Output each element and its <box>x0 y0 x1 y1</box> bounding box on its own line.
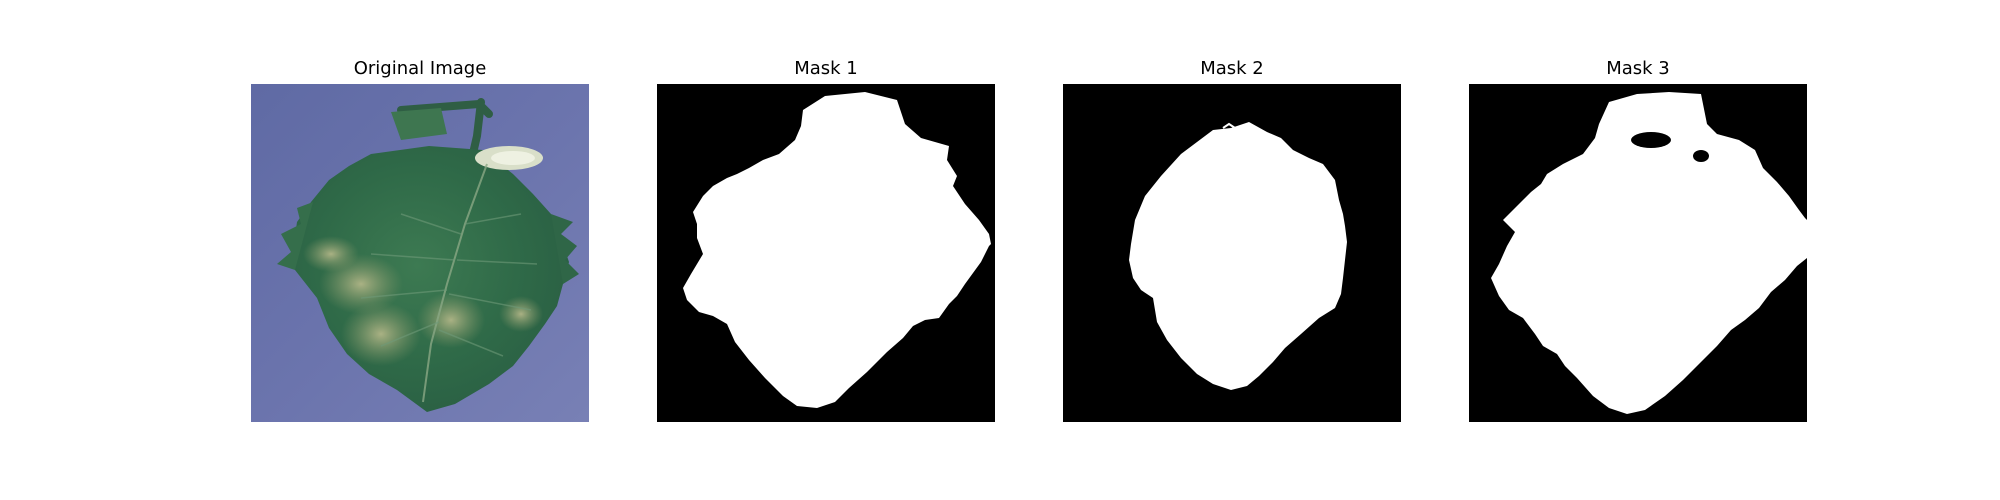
mask-region <box>1129 122 1347 390</box>
panel-mask-2: Mask 2 <box>1063 0 1401 500</box>
mask-hole <box>1631 132 1671 148</box>
panel-title: Mask 1 <box>794 58 858 79</box>
panel-title: Mask 3 <box>1606 58 1670 79</box>
panel-title: Original Image <box>353 58 487 79</box>
mask-image-2 <box>1063 84 1401 422</box>
mask-hole <box>1693 150 1709 162</box>
mask-image-3 <box>1469 84 1807 422</box>
panel-mask-3: Mask 3 <box>1469 0 1807 500</box>
mask-image-1 <box>657 84 995 422</box>
panel-mask-1: Mask 1 <box>657 0 995 500</box>
panel-title: Mask 2 <box>1200 58 1264 79</box>
leaf-photo <box>251 84 589 422</box>
panel-original-image: Original Image <box>251 0 589 500</box>
mask-region <box>1491 92 1807 414</box>
mask-region <box>683 92 991 408</box>
